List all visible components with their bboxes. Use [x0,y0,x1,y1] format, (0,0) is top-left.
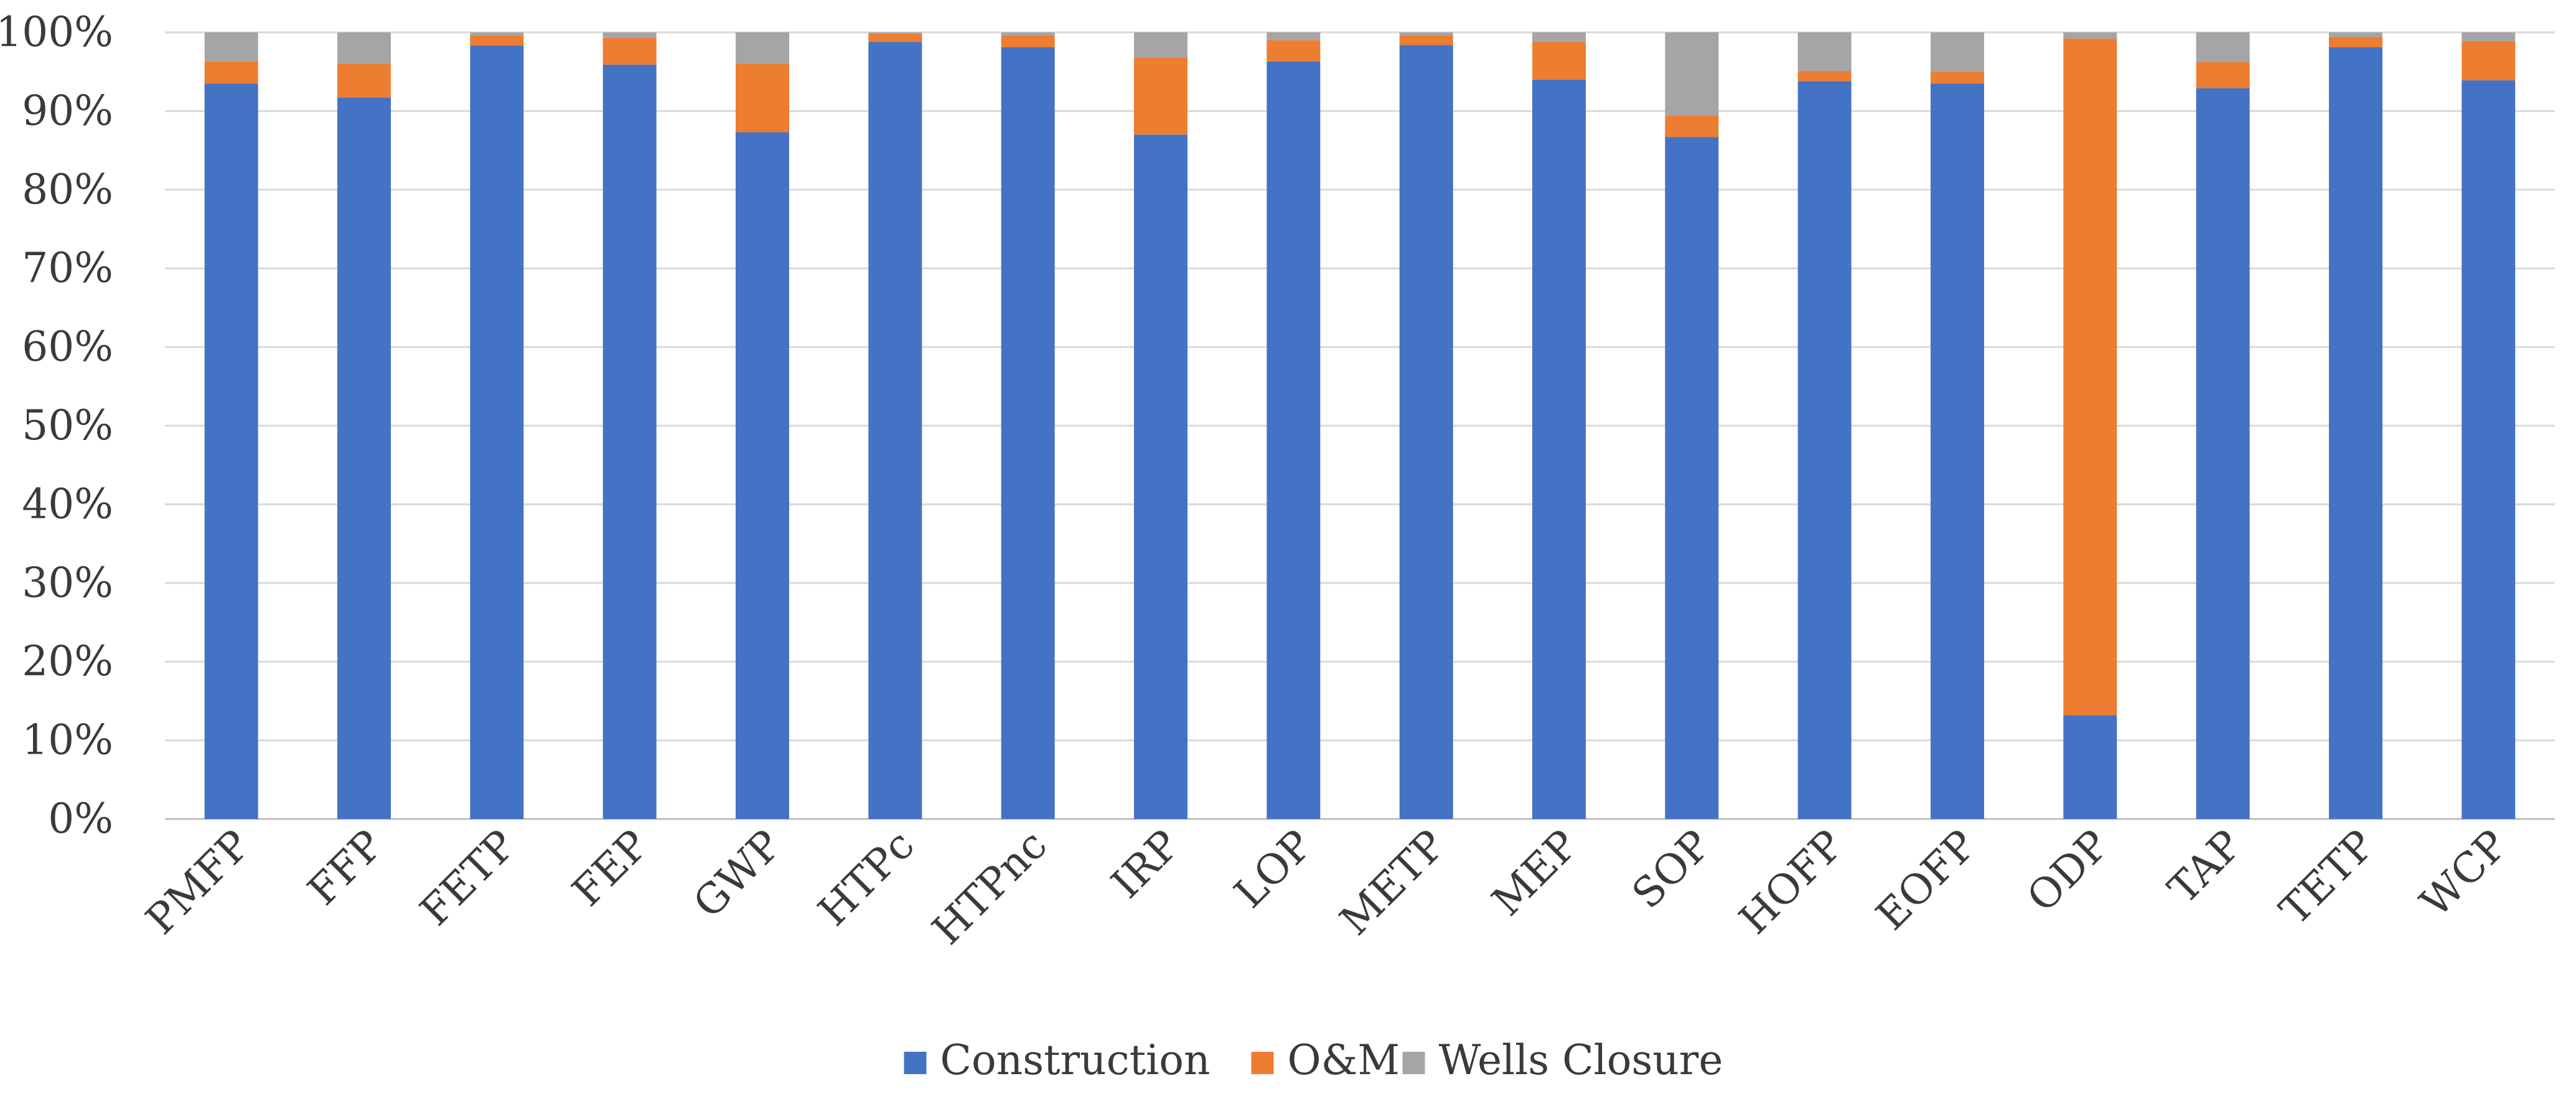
bar-segment-o-m-ffp [337,63,391,98]
y-tick-label: 80% [22,166,113,213]
x-tick-label: SOP [1623,821,1720,918]
bar-segment-o-m-metp [1399,35,1453,45]
y-tick-label: 70% [22,244,113,292]
bar-segment-wells-closure-fep [602,32,657,38]
bar-segment-wells-closure-lop [1267,32,1321,40]
legend-swatch-wells-closure [1402,1052,1425,1074]
bar-segment-o-m-eofp [1931,72,1984,84]
legend-label: Wells Closure [1439,1036,1723,1084]
bar-segment-construction-hofp [1797,81,1852,819]
x-tick-label: HTPnc [923,821,1056,954]
x-tick-label: TAP [2159,821,2251,913]
bar-segment-construction-sop [1665,137,1719,819]
bar-segment-construction-pmfp [204,83,258,819]
bars [204,32,2516,820]
y-tick-label: 90% [22,87,113,134]
bar-segment-construction-gwp [736,132,789,820]
bar-segment-o-m-hofp [1797,70,1852,82]
x-tick-label: EOFP [1867,821,1986,940]
bar-segment-wells-closure-eofp [1931,32,1984,72]
bar-segment-wells-closure-htpnc [1001,32,1055,36]
x-tick-label: HTPc [809,821,924,935]
bar-segment-wells-closure-wcp [2461,32,2516,41]
bar-segment-o-m-tap [2196,62,2250,88]
bar-segment-construction-ffp [337,97,391,820]
bar-segment-wells-closure-metp [1399,32,1453,36]
bar-segment-o-m-htpnc [1001,35,1055,48]
x-tick-label: HOFP [1730,821,1853,943]
bar-segment-wells-closure-irp [1134,32,1187,58]
legend: Construction O&M Wells Closure [904,1036,1723,1084]
y-tick-label: 10% [22,716,113,764]
y-tick-label: 20% [22,637,113,685]
bar-segment-wells-closure-fetp [470,32,524,36]
bar-segment-construction-wcp [2461,80,2516,819]
x-tick-label: LOP [1225,821,1322,917]
x-tick-label: FFP [299,821,393,915]
x-axis-category-labels: PMFP FFP FETP FEP GWP HTPc HTPnc IRP LOP METP MEP S… [137,821,2517,954]
bar-segment-wells-closure-tetp [2329,32,2382,37]
bar-segment-o-m-tetp [2329,37,2382,48]
y-tick-label: 40% [22,480,113,528]
x-tick-label: FEP [563,821,658,915]
bar-segment-o-m-gwp [736,63,789,133]
y-tick-label: 100% [0,8,113,56]
bar-segment-wells-closure-gwp [736,32,789,64]
bar-segment-o-m-fetp [470,35,524,46]
bar-segment-construction-fetp [470,45,524,819]
x-tick-label: GWP [684,821,790,927]
legend-swatch-o-m [1251,1052,1274,1074]
bar-segment-construction-lop [1267,61,1321,820]
bar-segment-o-m-mep [1532,42,1586,80]
bar-segment-construction-htpc [868,42,922,820]
x-tick-label: PMFP [137,821,260,943]
bar-segment-o-m-irp [1134,57,1187,135]
bar-segment-wells-closure-htpc [868,32,922,34]
gridlines [165,31,2555,820]
bar-segment-construction-odp [2063,715,2117,819]
bar-segment-o-m-odp [2063,39,2117,716]
y-tick-label: 50% [22,401,113,449]
bar-segment-wells-closure-ffp [337,32,391,64]
bar-segment-construction-mep [1532,79,1586,820]
bar-segment-o-m-sop [1665,115,1719,138]
x-tick-label: MEP [1483,821,1588,925]
y-tick-label: 60% [22,323,113,371]
y-axis-tick-labels: 0% 10% 20% 30% 40% 50% 60% 70% 80% 90% 100% [0,8,113,843]
bar-segment-wells-closure-hofp [1797,32,1852,71]
legend-label: Construction [940,1036,1211,1084]
y-tick-label: 0% [48,795,113,843]
bar-segment-construction-fep [602,64,657,820]
bar-segment-o-m-pmfp [204,61,258,84]
bar-segment-construction-irp [1134,134,1187,819]
x-tick-label: TETP [2270,821,2384,934]
bar-segment-o-m-fep [602,37,657,65]
bar-segment-o-m-lop [1267,40,1321,62]
bar-segment-construction-metp [1399,45,1453,819]
x-tick-label: METP [1331,821,1454,945]
bar-segment-wells-closure-mep [1532,32,1586,42]
bar-segment-construction-eofp [1931,83,1984,819]
y-tick-label: 30% [22,559,113,607]
bar-segment-wells-closure-tap [2196,32,2250,63]
bar-segment-wells-closure-pmfp [204,32,258,62]
bar-segment-construction-tap [2196,88,2250,819]
bar-segment-o-m-htpc [868,34,922,42]
legend-label: O&M [1288,1036,1400,1084]
legend-swatch-construction [904,1052,927,1074]
bar-segment-wells-closure-odp [2063,32,2117,39]
x-tick-label: IRP [1102,821,1189,907]
bar-segment-wells-closure-sop [1665,32,1719,116]
x-tick-label: WCP [2411,821,2517,927]
bar-segment-construction-htpnc [1001,47,1055,820]
x-tick-label: FETP [411,821,525,935]
bar-segment-o-m-wcp [2461,40,2516,81]
x-tick-label: ODP [2018,821,2119,922]
bar-segment-construction-tetp [2329,47,2382,820]
